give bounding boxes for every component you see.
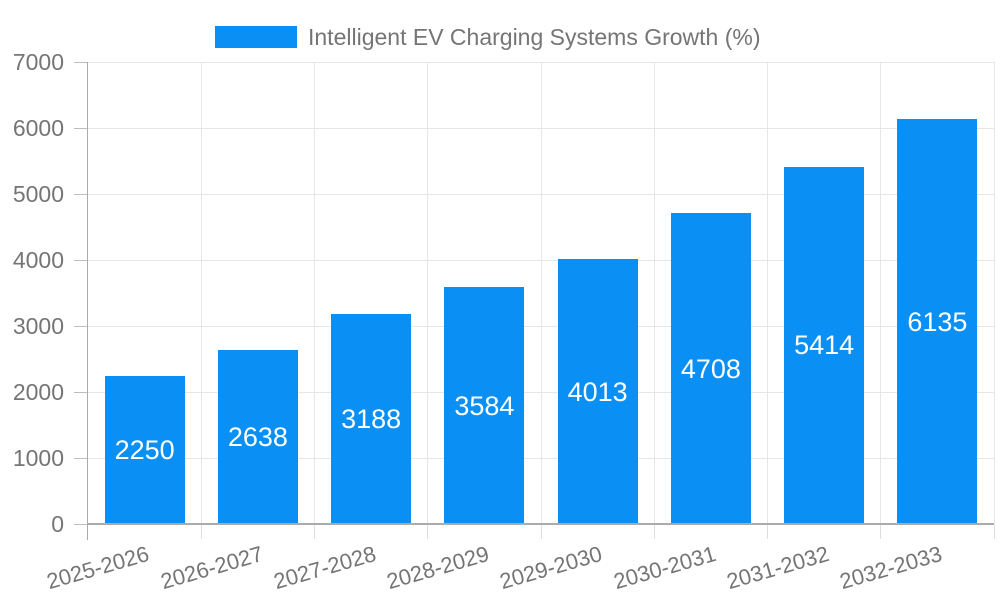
- gridline-vertical: [200, 62, 202, 524]
- bar[interactable]: 6135: [897, 119, 978, 524]
- y-axis-tick-label: 0: [51, 511, 64, 537]
- x-axis-tick-label: 2031-2032: [723, 541, 832, 595]
- x-axis-line: [88, 523, 994, 525]
- bar[interactable]: 3584: [444, 287, 525, 524]
- x-axis-tick-label: 2030-2031: [610, 541, 719, 595]
- y-axis-tick: [74, 61, 88, 63]
- x-axis-tick-label: 2028-2029: [383, 541, 492, 595]
- legend-label: Intelligent EV Charging Systems Growth (…: [308, 24, 761, 50]
- x-axis-tick-label: 2026-2027: [157, 541, 266, 595]
- gridline-vertical: [880, 62, 882, 524]
- bar[interactable]: 3188: [331, 313, 412, 524]
- y-axis-tick-label: 2000: [12, 379, 64, 405]
- bar[interactable]: 4708: [670, 213, 751, 524]
- bar-value-label: 5414: [794, 330, 855, 361]
- y-axis-tick-label: 5000: [12, 181, 64, 207]
- x-axis-tick: [540, 525, 542, 539]
- legend[interactable]: Intelligent EV Charging Systems Growth (…: [215, 25, 761, 49]
- gridline-vertical: [993, 62, 995, 524]
- y-axis-tick: [74, 193, 88, 195]
- bar-value-label: 6135: [907, 306, 968, 337]
- bar-value-label: 2250: [114, 434, 175, 465]
- gridline-vertical: [314, 62, 315, 524]
- y-axis-tick-label: 1000: [12, 445, 64, 471]
- y-axis-tick: [74, 127, 88, 129]
- x-axis-tick: [427, 525, 429, 539]
- x-axis-tick: [880, 525, 882, 539]
- y-axis-tick: [74, 259, 88, 261]
- gridline-vertical: [653, 62, 655, 524]
- bar-value-label: 4708: [680, 353, 741, 384]
- x-axis-tick-label: 2029-2030: [497, 541, 606, 595]
- x-axis-tick: [314, 525, 315, 539]
- y-axis-tick-label: 6000: [12, 115, 64, 141]
- y-axis-tick: [74, 523, 88, 525]
- gridline-vertical: [540, 62, 542, 524]
- gridline-vertical: [427, 62, 429, 524]
- bar-value-label: 4013: [567, 376, 628, 407]
- bar[interactable]: 2250: [104, 375, 185, 524]
- x-axis-tick: [993, 525, 995, 539]
- legend-swatch: [215, 26, 297, 48]
- x-axis-tick: [767, 525, 768, 539]
- x-axis-tick-label: 2032-2033: [836, 541, 945, 595]
- bar-value-label: 2638: [227, 421, 288, 452]
- bar[interactable]: 2638: [217, 349, 298, 524]
- bar-value-label: 3188: [341, 403, 402, 434]
- y-axis-tick: [74, 391, 88, 393]
- gridline-vertical: [767, 62, 768, 524]
- bar-value-label: 3584: [454, 390, 515, 421]
- x-axis-tick: [653, 525, 655, 539]
- y-axis-tick-label: 3000: [12, 313, 64, 339]
- bar[interactable]: 5414: [784, 166, 865, 524]
- y-axis-tick-label: 7000: [12, 49, 64, 75]
- y-axis-tick: [74, 457, 88, 459]
- x-axis-tick: [200, 525, 202, 539]
- x-axis-tick-label: 2027-2028: [270, 541, 379, 595]
- x-axis-tick-label: 2025-2026: [44, 541, 153, 595]
- y-axis-tick: [74, 325, 88, 327]
- y-axis-tick-label: 4000: [12, 247, 64, 273]
- bar[interactable]: 4013: [557, 259, 638, 524]
- y-axis-line: [87, 62, 88, 540]
